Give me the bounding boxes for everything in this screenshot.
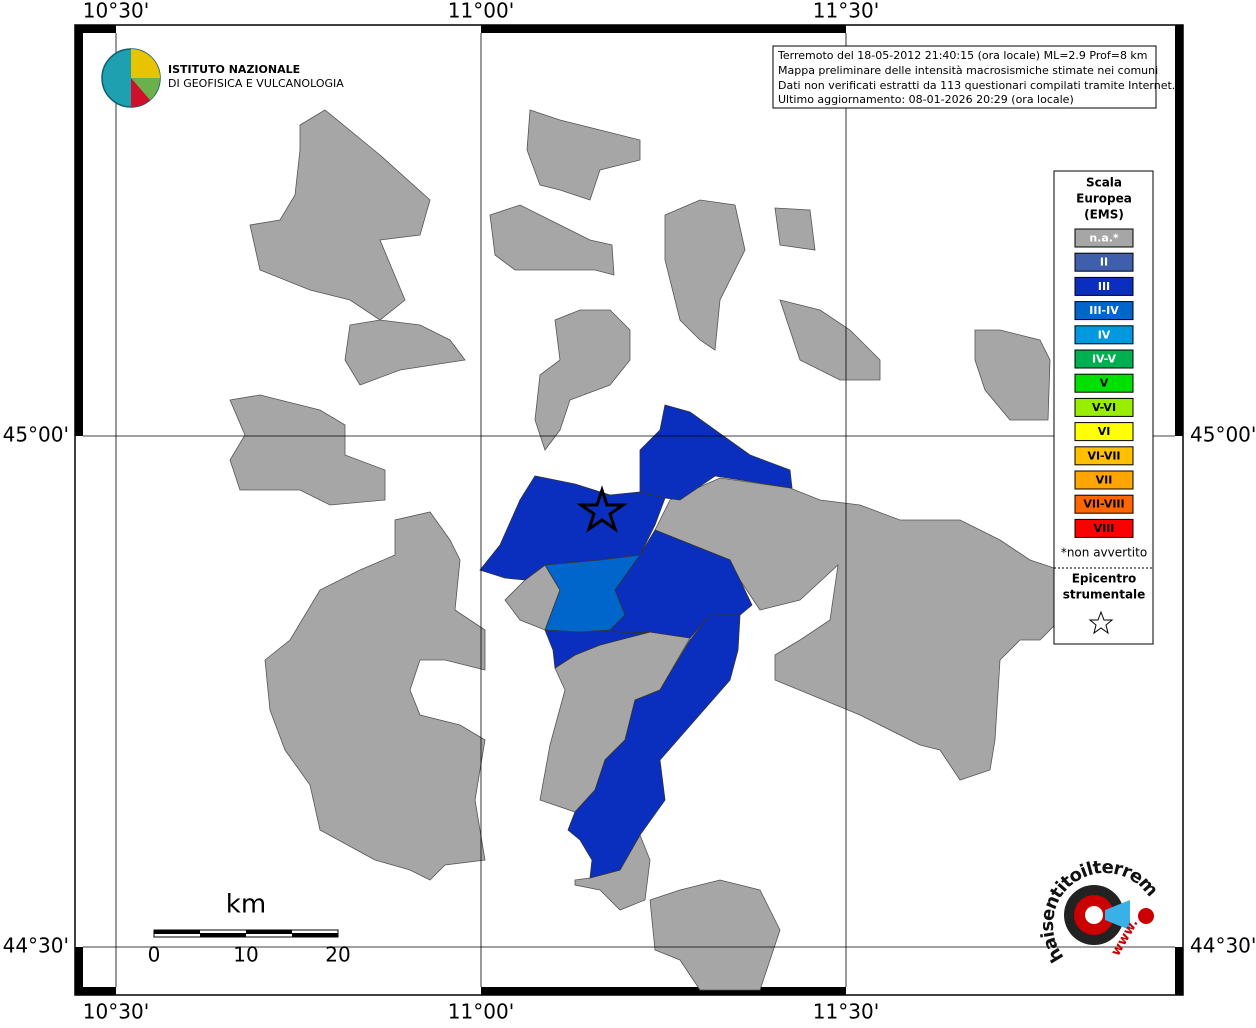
legend-swatch <box>1074 301 1134 321</box>
legend-label: III-IV <box>1089 304 1119 317</box>
legend-swatch <box>1074 276 1134 296</box>
info-line: Terremoto del 18-05-2012 21:40:15 (ora l… <box>777 49 1148 62</box>
legend-note: *non avvertito <box>1061 546 1147 560</box>
lat-label: 44°30' <box>1190 934 1256 958</box>
lon-label: 10°30' <box>83 0 149 23</box>
legend-swatch <box>1074 252 1134 272</box>
scale-unit: km <box>226 890 266 920</box>
lat-label: 45°00' <box>1190 423 1256 447</box>
legend-label: n.a.* <box>1089 232 1119 245</box>
legend-swatch <box>1074 228 1134 248</box>
lon-label: 11°30' <box>813 1000 879 1024</box>
legend-label: II <box>1100 256 1108 269</box>
legend-label: IV <box>1098 328 1111 341</box>
legend-swatch <box>1074 470 1134 490</box>
legend-swatch <box>1074 494 1134 514</box>
lat-label: 45°00' <box>3 423 69 447</box>
municipalities <box>229 109 1061 991</box>
info-box <box>772 45 1157 109</box>
legend-swatch <box>1074 325 1134 345</box>
info-line: Ultimo aggiornamento: 08-01-2026 20:29 (… <box>778 93 1074 106</box>
scale-bar: km 0 10 20 <box>148 890 351 967</box>
legend-swatch <box>1074 422 1134 442</box>
logo-text: ISTITUTO NAZIONALE <box>168 63 300 76</box>
legend-label: V-VI <box>1092 401 1116 414</box>
legend-label: VI-VII <box>1087 449 1120 462</box>
epicentre-star <box>576 485 628 533</box>
scale-label: 20 <box>325 943 350 967</box>
lat-label: 44°30' <box>3 934 69 958</box>
info-line: Mappa preliminare delle intensità macros… <box>778 64 1158 77</box>
scale-label: 0 <box>148 943 161 967</box>
ingv-logo: ISTITUTO NAZIONALE DI GEOFISICA E VULCAN… <box>101 48 344 108</box>
legend-swatch <box>1074 397 1134 417</box>
legend-label: VII <box>1096 474 1113 487</box>
legend-epicentre: Epicentro <box>1072 572 1137 586</box>
legend-swatch <box>1074 373 1134 393</box>
legend-label: VI <box>1098 425 1111 438</box>
lon-label: 11°00' <box>448 1000 514 1024</box>
info-line: Dati non verificati estratti da 113 ques… <box>778 79 1175 92</box>
lon-label: 10°30' <box>83 1000 149 1024</box>
graticule <box>83 33 1175 987</box>
legend-epicentre: strumentale <box>1063 588 1146 602</box>
legend-title: (EMS) <box>1084 208 1124 222</box>
legend-label: VII-VIII <box>1083 498 1124 511</box>
lon-label: 11°30' <box>813 0 879 23</box>
border <box>75 25 1183 995</box>
legend-title: Europea <box>1076 192 1132 206</box>
legend-label: IV-V <box>1092 353 1117 366</box>
legend-label: VIII <box>1094 522 1115 535</box>
lon-label: 11°00' <box>448 0 514 23</box>
scale-label: 10 <box>233 943 258 967</box>
legend-swatch <box>1074 446 1134 466</box>
legend-label: III <box>1098 280 1110 293</box>
legend-swatch <box>1074 518 1134 538</box>
logo-text: DI GEOFISICA E VULCANOLOGIA <box>168 77 344 90</box>
legend-title: Scala <box>1086 176 1122 190</box>
legend: Scala Europea (EMS) *non avvertito Epice… <box>1053 170 1154 645</box>
legend-label: V <box>1100 377 1109 390</box>
legend-swatch <box>1074 349 1134 369</box>
